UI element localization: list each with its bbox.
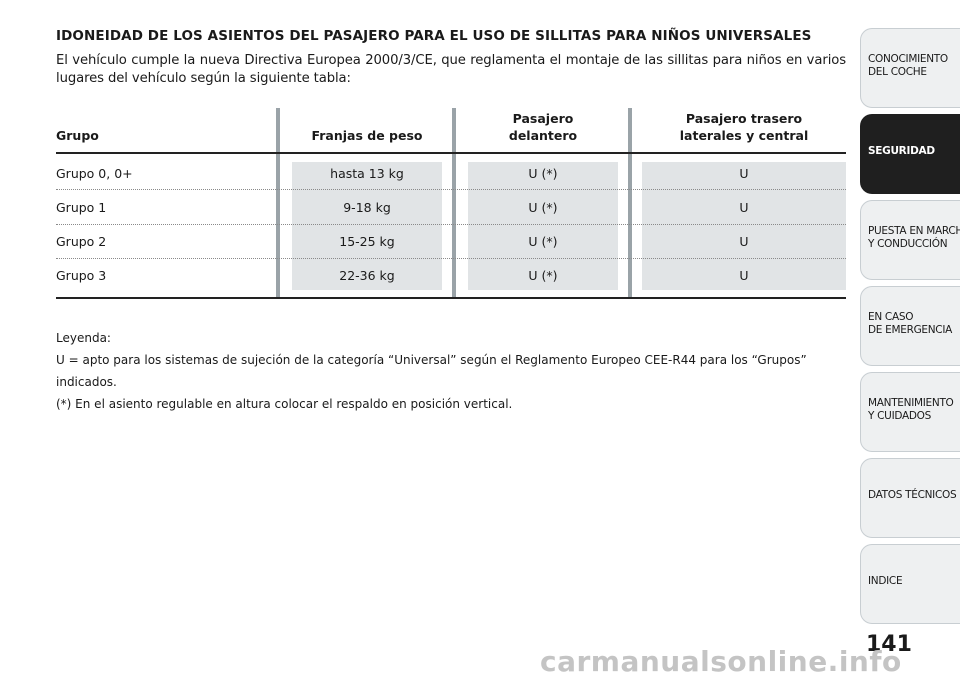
cell-delantero: U (*) — [528, 200, 558, 215]
cell-delantero: U (*) — [528, 268, 558, 283]
cell-trasero: U — [739, 234, 749, 249]
front-column-bg — [468, 162, 618, 290]
tab-puesta-en-marcha[interactable]: PUESTA EN MARCHA Y CONDUCCIÓN — [860, 200, 960, 280]
cell-delantero: U (*) — [528, 166, 558, 181]
header-trasero-line2: laterales y central — [679, 128, 809, 143]
tab-label-line: Y CUIDADOS — [868, 410, 931, 422]
rear-column-bg — [642, 162, 846, 290]
header-peso: Franjas de peso — [311, 128, 423, 143]
main-content: IDONEIDAD DE LOS ASIENTOS DEL PASAJERO P… — [56, 28, 846, 88]
tab-label-line: DATOS TÉCNICOS — [868, 489, 957, 501]
section-heading: IDONEIDAD DE LOS ASIENTOS DEL PASAJERO P… — [56, 28, 812, 44]
seat-suitability-table: Grupo Franjas de peso Pasajero delantero… — [56, 108, 846, 302]
row-divider — [56, 258, 846, 259]
tab-conocimiento-del-coche[interactable]: CONOCIMIENTO DEL COCHE — [860, 28, 960, 108]
tab-indice[interactable]: INDICE — [860, 544, 960, 624]
tab-label-line: MANTENIMIENTO — [868, 397, 954, 409]
column-separator — [452, 108, 456, 298]
cell-trasero: U — [739, 200, 749, 215]
row-divider — [56, 224, 846, 225]
tab-seguridad[interactable]: SEGURIDAD — [860, 114, 960, 194]
header-grupo: Grupo — [56, 128, 99, 143]
tab-datos-tecnicos[interactable]: DATOS TÉCNICOS — [860, 458, 960, 538]
cell-trasero: U — [739, 166, 749, 181]
tab-label-line: DEL COCHE — [868, 66, 927, 78]
column-separator — [628, 108, 632, 298]
tab-label-line: DE EMERGENCIA — [868, 324, 953, 336]
tab-label-line: Y CONDUCCIÓN — [868, 238, 948, 250]
cell-grupo: Grupo 2 — [56, 234, 107, 249]
header-delantero-line2: delantero — [508, 128, 578, 143]
cell-peso: 22-36 kg — [339, 268, 395, 283]
page-number: 141 — [866, 632, 912, 657]
tab-en-caso-de-emergencia[interactable]: EN CASO DE EMERGENCIA — [860, 286, 960, 366]
cell-delantero: U (*) — [528, 234, 558, 249]
watermark: carmanualsonline.info — [540, 645, 902, 678]
cell-peso: 9-18 kg — [343, 200, 391, 215]
tab-label-line: EN CASO — [868, 311, 914, 323]
legend-line-asterisk: (*) En el asiento regulable en altura co… — [56, 397, 513, 411]
header-delantero-line1: Pasajero — [512, 111, 574, 126]
header-trasero-line1: Pasajero trasero — [685, 111, 803, 126]
cell-grupo: Grupo 0, 0+ — [56, 166, 133, 181]
cell-peso: 15-25 kg — [339, 234, 395, 249]
tab-label-line: CONOCIMIENTO — [868, 53, 948, 65]
header-rule — [56, 152, 846, 154]
legend: Leyenda: U = apto para los sistemas de s… — [56, 327, 846, 415]
tab-label-line: INDICE — [868, 575, 903, 587]
legend-line-u: U = apto para los sistemas de sujeción d… — [56, 353, 807, 389]
row-divider — [56, 189, 846, 190]
cell-trasero: U — [739, 268, 749, 283]
column-separator — [276, 108, 280, 298]
tab-label-line: PUESTA EN MARCHA — [868, 225, 960, 237]
cell-peso: hasta 13 kg — [330, 166, 404, 181]
weight-column-bg — [292, 162, 442, 290]
cell-grupo: Grupo 1 — [56, 200, 107, 215]
tab-label-line: SEGURIDAD — [868, 145, 935, 157]
table-bottom-rule — [56, 297, 846, 299]
cell-grupo: Grupo 3 — [56, 268, 107, 283]
legend-title: Leyenda: — [56, 331, 111, 345]
tab-mantenimiento[interactable]: MANTENIMIENTO Y CUIDADOS — [860, 372, 960, 452]
intro-paragraph: El vehículo cumple la nueva Directiva Eu… — [56, 53, 846, 86]
